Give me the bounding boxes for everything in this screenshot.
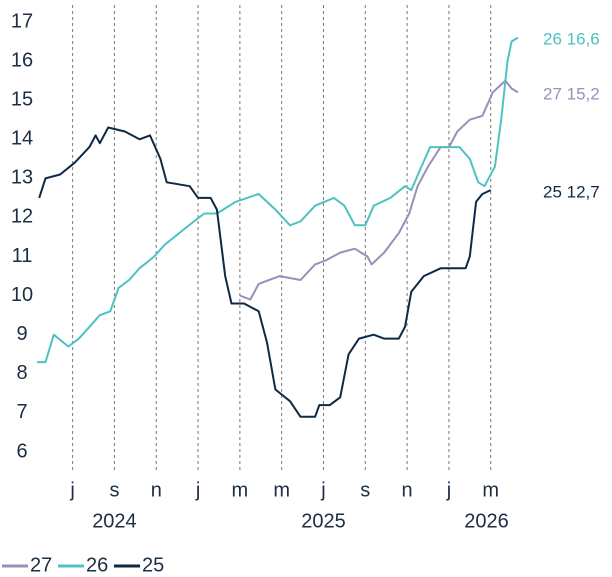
- series-line: [37, 36, 519, 364]
- x-tick-label: m: [482, 479, 499, 501]
- y-tick-label: 17: [11, 10, 33, 32]
- y-tick-label: 8: [16, 362, 27, 384]
- end-label: 25 12,7: [543, 182, 600, 201]
- end-label: 27 15,2: [543, 84, 600, 103]
- y-tick-label: 12: [11, 206, 33, 228]
- x-tick-label: j: [446, 479, 451, 501]
- series-line: [38, 126, 492, 418]
- x-tick-label: j: [195, 479, 200, 501]
- x-tick-label: n: [151, 479, 162, 501]
- y-tick-label: 11: [12, 245, 33, 267]
- x-tick-label: j: [69, 479, 74, 501]
- legend-label: 27: [30, 554, 52, 576]
- x-tick-label: m: [273, 479, 290, 501]
- x-tick-label: s: [109, 479, 119, 501]
- year-label: 2024: [92, 510, 137, 532]
- y-tick-label: 7: [16, 401, 27, 423]
- y-tick-label: 15: [11, 88, 33, 110]
- y-tick-label: 9: [16, 323, 27, 345]
- x-tick-label: j: [320, 479, 325, 501]
- legend-label: 25: [142, 554, 164, 576]
- year-label: 2025: [301, 510, 346, 532]
- legend-label: 26: [86, 554, 108, 576]
- y-tick-label: 10: [11, 284, 33, 306]
- y-tick-label: 6: [16, 440, 27, 462]
- y-tick-label: 14: [11, 128, 33, 150]
- x-tick-label: s: [360, 479, 370, 501]
- x-tick-label: m: [232, 479, 249, 501]
- y-tick-label: 13: [11, 167, 33, 189]
- series-line: [239, 79, 519, 301]
- year-label: 2026: [464, 510, 509, 532]
- end-label: 26 16,6: [543, 29, 600, 48]
- x-tick-label: n: [402, 479, 413, 501]
- y-tick-label: 16: [11, 49, 33, 71]
